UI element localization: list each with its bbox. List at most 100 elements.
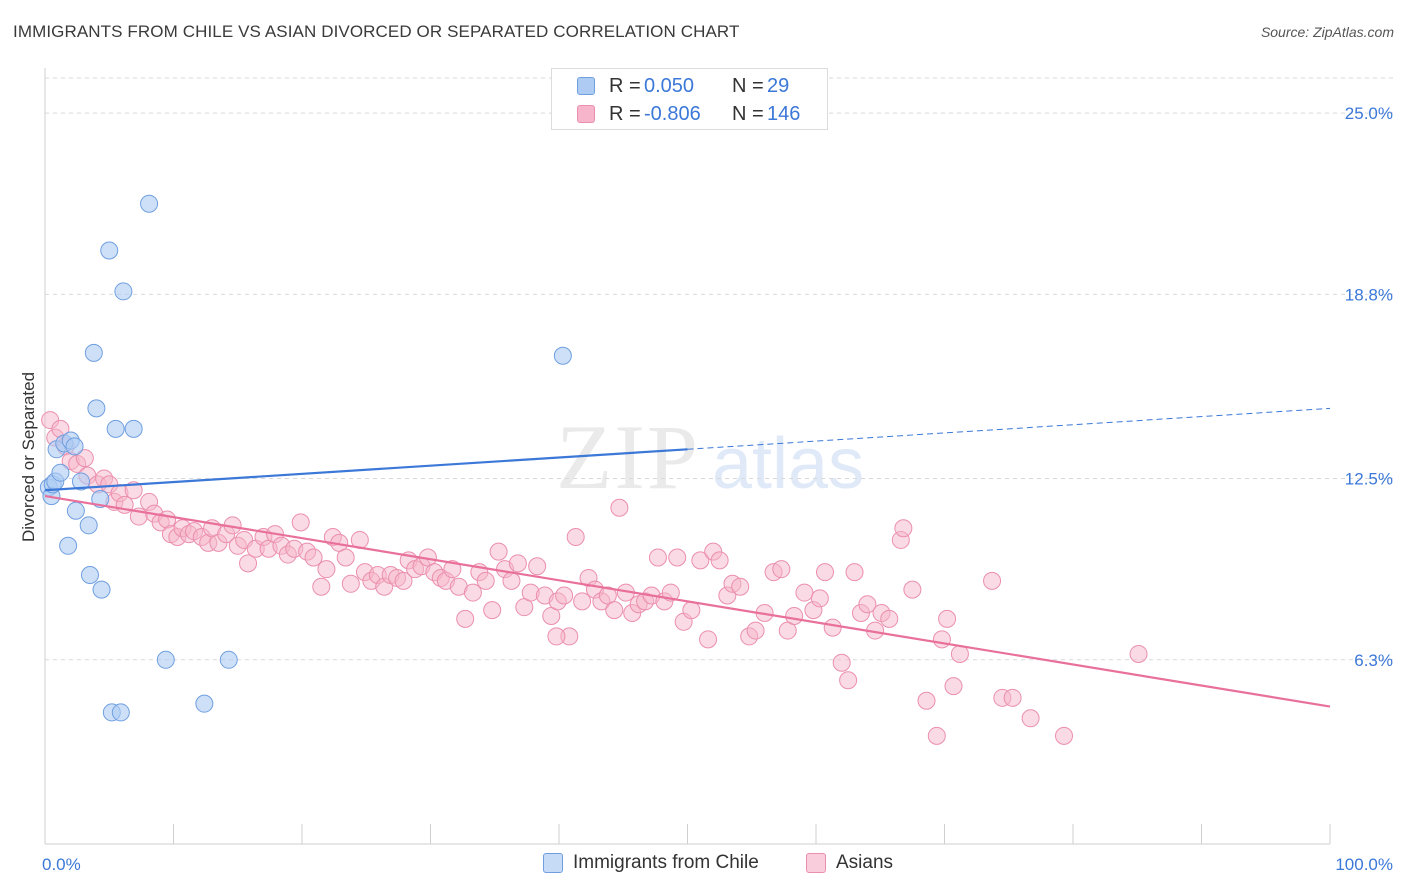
asian-point [312,577,331,596]
legend-r-value: -0.806 [644,103,701,125]
asian-point [304,548,323,567]
asian-point [456,609,475,628]
asian-point [1003,688,1022,707]
legend-n-value: 146 [767,103,801,125]
asian-point [547,627,566,646]
chile-point [87,399,106,418]
y-axis-label: Divorced or Separated [19,372,38,542]
x-tick-label: 0.0% [42,855,81,874]
asian-point [845,563,864,582]
asian-point [555,586,574,605]
chile-point [100,241,119,260]
asians-points [41,411,1148,745]
asian-trend-line [44,494,1331,708]
chart-title: IMMIGRANTS FROM CHILE VS ASIAN DIVORCED … [13,22,740,41]
trend-lines [44,407,1331,708]
chile-legend-swatch [543,853,563,873]
asians-legend-label: Asians [836,852,894,873]
asian-point [927,726,946,745]
chile-point [71,472,90,491]
asian-point [476,571,495,590]
asian-point [336,548,355,567]
chile-point [79,516,98,535]
asian-point [983,571,1002,590]
chile-trend-line [44,448,688,492]
legend-row-chile: R = 0.050 N = 29 [552,72,827,100]
chile-point [65,437,84,456]
asian-point [124,481,143,500]
asian-point [291,513,310,532]
chile-point [106,419,125,438]
asian-point [502,571,521,590]
chile-point [124,419,143,438]
asian-point [682,601,701,620]
asian-point [785,606,804,625]
asians-swatch [577,105,595,123]
asian-point [938,609,957,628]
axes [44,68,1331,845]
legend-r-label: R = [609,103,641,125]
chile-point [111,703,130,722]
chile-point [114,282,133,301]
asian-point [483,601,502,620]
asian-point [823,618,842,637]
asian-point [810,589,829,608]
legend-row-asians: R = -0.806 N = 146 [552,100,827,128]
asian-point [75,449,94,468]
chile-points [39,194,572,722]
chile-point [59,536,78,555]
asian-point [746,621,765,640]
chile-legend-label: Immigrants from Chile [573,852,759,873]
asian-point [815,563,834,582]
chile-point [66,501,85,520]
asian-point [710,551,729,570]
y-tick-labels: 6.3% 12.5% 18.8% 25.0% [1345,104,1393,670]
asian-point [894,519,913,538]
asian-point [610,498,629,517]
chile-trend-extension [687,407,1331,450]
legend-n-value: 29 [767,75,790,97]
asian-point [731,577,750,596]
y-tick-label: 12.5% [1345,470,1393,489]
asian-point [394,571,413,590]
gridlines [45,77,1393,661]
asian-point [699,630,718,649]
watermark-atlas: atlas [712,424,864,504]
source-note: Source: ZipAtlas.com [1260,24,1394,40]
y-tick-label: 6.3% [1354,651,1393,670]
asian-point [489,542,508,561]
legend-n-label: N = [732,75,764,97]
y-tick-label: 18.8% [1345,285,1393,304]
chile-point [80,566,99,585]
asian-point [443,560,462,579]
asian-point [1129,644,1148,663]
legend-r-label: R = [609,75,641,97]
legend-n-label: N = [732,103,764,125]
asian-point [839,671,858,690]
asian-point [605,601,624,620]
asian-point [880,609,899,628]
y-tick-label: 25.0% [1345,104,1393,123]
asian-point [648,548,667,567]
chile-point [84,343,103,362]
chile-swatch [577,77,595,95]
asian-point [528,557,547,576]
asian-point [772,560,791,579]
x-tick-label: 100.0% [1335,855,1393,874]
watermark: ZIP atlas [556,406,864,508]
asian-point [508,554,527,573]
asian-point [944,677,963,696]
asian-point [917,691,936,710]
asians-legend-swatch [806,853,826,873]
chile-point [553,346,572,365]
chile-point [92,580,111,599]
chile-point [91,490,110,509]
asian-point [858,595,877,614]
asian-point [566,528,585,547]
chile-point [51,463,70,482]
asian-point [317,560,336,579]
asian-point [573,592,592,611]
chile-point [195,694,214,713]
stats-legend: R = 0.050 N = 29 R = -0.806 N = 146 [551,68,828,130]
